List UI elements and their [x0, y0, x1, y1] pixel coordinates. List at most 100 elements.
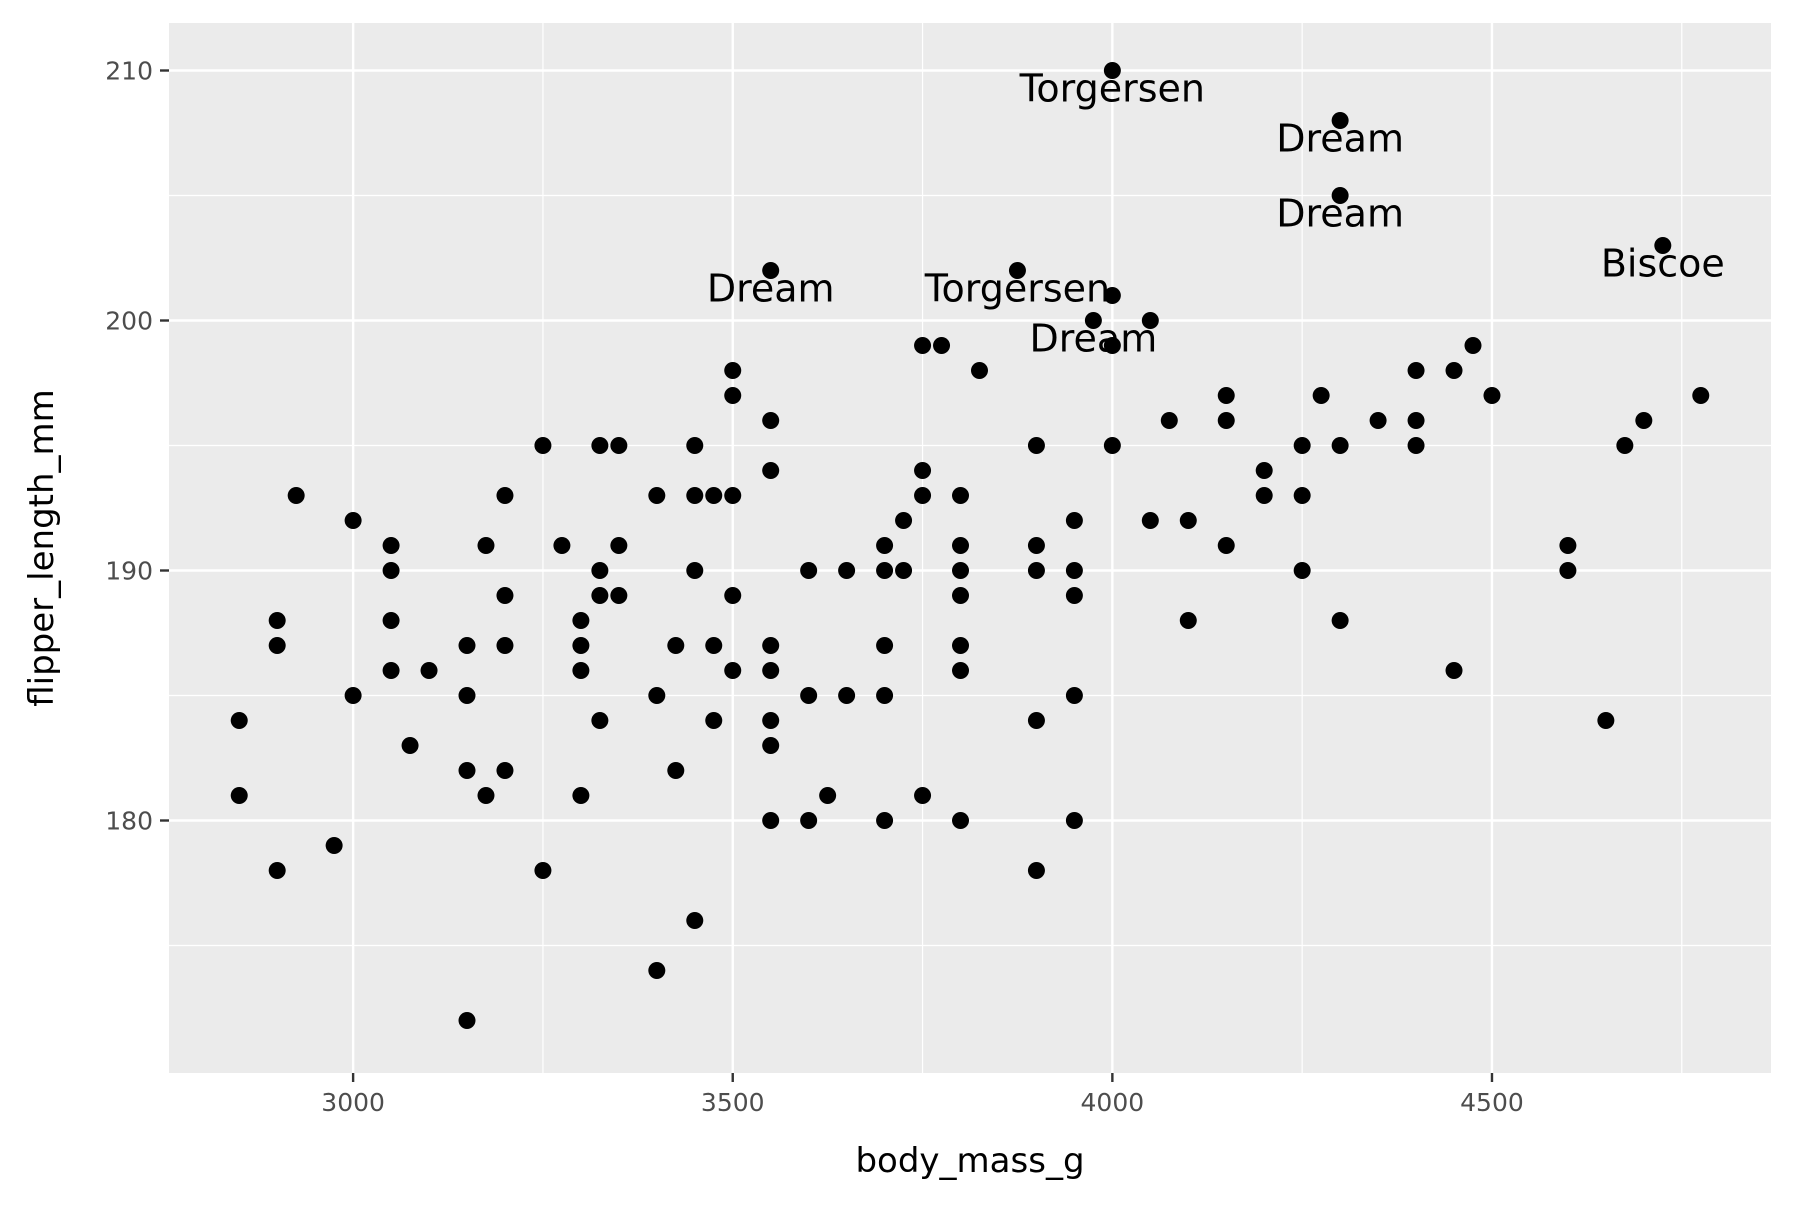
data-point [1407, 412, 1425, 429]
data-point [1217, 387, 1235, 404]
data-point [667, 762, 685, 779]
data-point [952, 662, 970, 679]
data-point [1065, 687, 1083, 704]
data-point [1464, 337, 1482, 354]
data-point [1103, 437, 1121, 454]
point-annotation-label: Dream [1276, 117, 1404, 161]
data-point [1369, 412, 1387, 429]
point-annotation-label: Dream [707, 267, 835, 311]
data-point [230, 712, 248, 729]
data-point [1293, 562, 1311, 579]
point-annotation-label: Torgersen [1019, 67, 1205, 111]
data-point [1255, 462, 1273, 479]
data-point [648, 487, 666, 504]
data-point [591, 587, 609, 604]
data-point [1008, 262, 1026, 279]
data-point [458, 1012, 476, 1029]
data-point [762, 262, 780, 279]
data-point [952, 487, 970, 504]
data-point [800, 687, 818, 704]
data-point [1331, 187, 1349, 204]
data-point [914, 462, 932, 479]
data-point [724, 587, 742, 604]
data-point [1635, 412, 1653, 429]
data-point [534, 862, 552, 879]
data-point [819, 787, 837, 804]
data-point [762, 712, 780, 729]
data-point [800, 812, 818, 829]
data-point [496, 487, 514, 504]
data-point [534, 437, 552, 454]
data-point [1141, 312, 1159, 329]
data-point [686, 437, 704, 454]
minor-gridlines [169, 23, 1771, 1073]
data-point [1103, 337, 1121, 354]
y-axis: 180 190 200 210 [105, 57, 169, 836]
data-point [1407, 362, 1425, 379]
x-tick-label: 3500 [701, 1088, 765, 1117]
data-point [876, 687, 894, 704]
data-point [686, 912, 704, 929]
data-point [420, 662, 438, 679]
data-point [1559, 537, 1577, 554]
data-points [230, 62, 1710, 1029]
data-point [1331, 437, 1349, 454]
y-tick-label: 200 [105, 307, 153, 336]
x-tick-label: 3000 [321, 1088, 385, 1117]
data-point [401, 737, 419, 754]
y-tick-label: 210 [105, 57, 153, 86]
data-point [952, 537, 970, 554]
data-point [1027, 562, 1045, 579]
data-point [1483, 387, 1501, 404]
data-point [1065, 812, 1083, 829]
data-point [591, 562, 609, 579]
data-point [933, 337, 951, 354]
data-point [553, 537, 571, 554]
x-axis: 3000 3500 4000 4500 [321, 1073, 1524, 1117]
data-point [572, 612, 590, 629]
data-point [648, 962, 666, 979]
x-tick-label: 4000 [1081, 1088, 1145, 1117]
data-point [268, 862, 286, 879]
data-point [1103, 287, 1121, 304]
data-point [724, 387, 742, 404]
data-point [762, 412, 780, 429]
data-point [800, 562, 818, 579]
data-point [610, 587, 628, 604]
data-point [762, 737, 780, 754]
data-point [838, 562, 856, 579]
data-point [610, 437, 628, 454]
data-point [496, 587, 514, 604]
x-tick-label: 4500 [1460, 1088, 1524, 1117]
data-point [762, 662, 780, 679]
data-point [382, 662, 400, 679]
data-point [1407, 437, 1425, 454]
data-point [1027, 712, 1045, 729]
data-point [686, 562, 704, 579]
data-point [496, 637, 514, 654]
point-annotation-label: Dream [1030, 317, 1158, 361]
data-point [344, 687, 362, 704]
data-point [1445, 362, 1463, 379]
data-point [838, 687, 856, 704]
data-point [1445, 662, 1463, 679]
data-point [1103, 62, 1121, 79]
data-point [970, 362, 988, 379]
major-gridlines [169, 23, 1771, 1073]
data-point [1179, 512, 1197, 529]
point-annotation-label: Biscoe [1601, 242, 1725, 286]
data-point [895, 562, 913, 579]
data-point [952, 587, 970, 604]
data-point [1293, 487, 1311, 504]
data-point [895, 512, 913, 529]
data-point [762, 637, 780, 654]
data-point [458, 762, 476, 779]
data-point [1654, 237, 1672, 254]
data-point [876, 562, 894, 579]
data-point [458, 687, 476, 704]
data-point [762, 462, 780, 479]
data-point [1027, 437, 1045, 454]
data-point [1065, 512, 1083, 529]
